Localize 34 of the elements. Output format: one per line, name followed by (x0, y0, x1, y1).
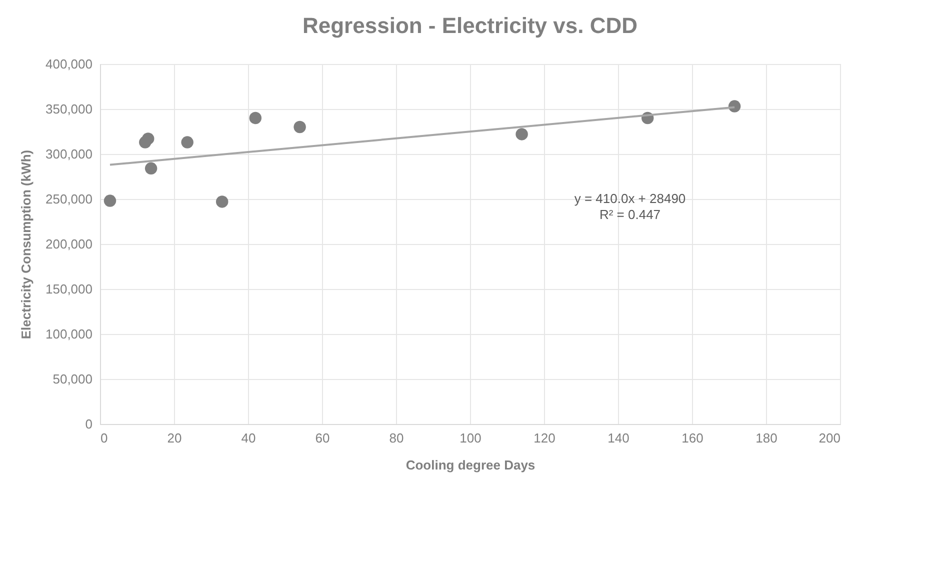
point (294, 120, 306, 134)
point (728, 100, 741, 112)
y-tick-label: 0 (85, 416, 92, 432)
x-tick-label: 0 (100, 430, 108, 446)
y-axis-title: Electricity Consumption (kWh) (18, 150, 34, 340)
y-tick-label: 400,000 (46, 56, 92, 72)
x-tick-label: 60 (315, 430, 330, 446)
y-tick-label: 300,000 (46, 146, 92, 162)
x-tick-label: 160 (682, 430, 704, 446)
x-tick-label: 140 (608, 430, 630, 446)
chart-title: Regression - Electricity vs. CDD (302, 13, 638, 38)
point (181, 136, 194, 148)
x-axis-title: Cooling degree Days (406, 458, 536, 472)
annotation: R² = 0.447 (599, 207, 661, 222)
x-tick-label: 180 (756, 430, 778, 446)
point (144, 162, 158, 175)
y-tick-label: 100,000 (46, 326, 92, 342)
y-tick-label: 200,000 (46, 236, 92, 252)
y-tick-label: 350,000 (46, 102, 92, 116)
point (142, 132, 154, 145)
point (249, 112, 262, 124)
y-tick-label: 150,000 (46, 282, 92, 296)
point (104, 194, 116, 207)
x-tick-label: 80 (389, 430, 404, 446)
y-tick-label: 50,000 (52, 372, 92, 386)
x-tick-label: 100 (460, 430, 482, 446)
x-tick-label: 40 (241, 430, 256, 446)
y-tick-label: 250,000 (46, 192, 92, 206)
x-tick-label: 120 (534, 430, 556, 446)
annotation: y = 410.0x + 28490 (574, 191, 686, 206)
x-tick-label: 200 (818, 430, 840, 446)
point (216, 196, 228, 208)
x-tick-label: 20 (167, 430, 182, 446)
point (516, 128, 528, 140)
